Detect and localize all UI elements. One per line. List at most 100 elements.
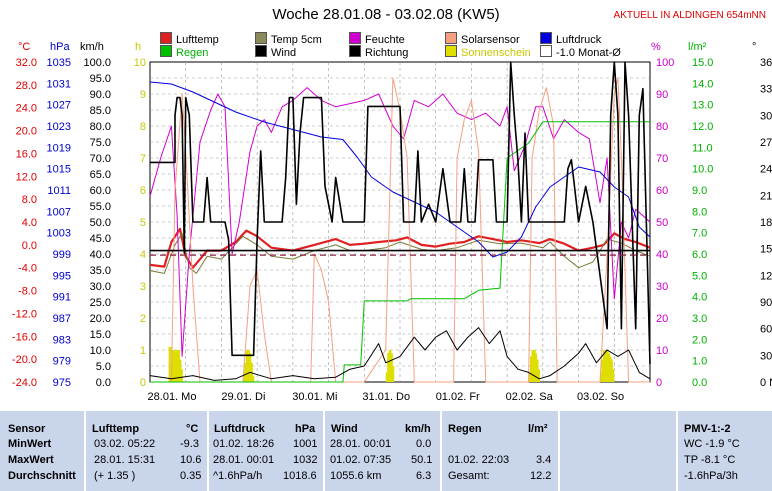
sunshine-bar bbox=[600, 372, 603, 382]
pressure-tick-label: 1031 bbox=[47, 78, 71, 90]
wind-tick-label: 55.0 bbox=[90, 201, 111, 213]
legend-label: Wind bbox=[271, 47, 297, 59]
legend-label: Regen bbox=[176, 47, 209, 59]
legend-item-wind: Wind bbox=[255, 45, 296, 59]
legend-item-regen: Regen bbox=[160, 45, 208, 59]
sunshine-bar bbox=[175, 350, 179, 382]
table-header-wind: Wind bbox=[331, 423, 358, 435]
wind-tick-label: 50.0 bbox=[90, 217, 111, 229]
sunshine-bar bbox=[177, 350, 180, 382]
sun-tick-label: 0 bbox=[140, 377, 146, 389]
legend-swatch-icon bbox=[445, 45, 457, 57]
sun-tick-label: 6 bbox=[140, 185, 146, 197]
legend-swatch-icon bbox=[255, 45, 267, 57]
temp-tick-label: 0.0 bbox=[22, 240, 37, 252]
cell-press-max: 1032 bbox=[293, 454, 318, 466]
x-tick-label: 31.01. Do bbox=[362, 391, 410, 403]
temp-tick-label: 24.0 bbox=[16, 103, 37, 115]
axis-header-pressure: hPa bbox=[50, 41, 70, 53]
temp-tick-label: 12.0 bbox=[16, 171, 37, 183]
direction-tick-label: 60 bbox=[760, 324, 772, 336]
cell-press-min-time: 01.02. 18:26 bbox=[213, 438, 275, 450]
direction-tick-label: 90 O bbox=[760, 297, 772, 309]
wind-tick-label: 15.0 bbox=[90, 329, 111, 341]
sunshine-bar bbox=[247, 350, 250, 382]
humidity-tick-label: 10 bbox=[656, 345, 668, 357]
sunshine-bar bbox=[385, 372, 389, 382]
cell-wind-min-time: 28.01. 00:01 bbox=[330, 438, 392, 450]
legend-item-monat: -1.0 Monat-Ø bbox=[540, 45, 621, 59]
direction-tick-label: 360 N bbox=[760, 57, 772, 69]
weather-chart: 32.028.024.020.016.012.08.04.00.0-4.0-8.… bbox=[12, 57, 772, 403]
direction-tick-label: 30 bbox=[760, 350, 772, 362]
cell-wind-max-time: 01.02. 07:35 bbox=[330, 454, 392, 466]
cell-wind-max: 50.1 bbox=[411, 454, 433, 466]
sunshine-bar bbox=[602, 350, 606, 382]
sunshine-bar bbox=[168, 346, 172, 382]
cell-rain-max: 3.4 bbox=[536, 454, 552, 466]
rain-tick-label: 13.0 bbox=[692, 100, 713, 112]
series-line-richtung bbox=[150, 61, 651, 365]
direction-tick-label: 270 W bbox=[760, 137, 772, 149]
table-header-regen-unit: l/m² bbox=[528, 423, 548, 435]
sun-tick-label: 3 bbox=[140, 281, 146, 293]
axis-header-humidity: % bbox=[651, 41, 661, 53]
humidity-tick-label: 0 bbox=[656, 377, 662, 389]
wind-tick-label: 45.0 bbox=[90, 233, 111, 245]
series-line-temp-5cm bbox=[149, 232, 651, 274]
wind-tick-label: 95.0 bbox=[90, 73, 111, 85]
x-tick-label: 01.02. Fr bbox=[436, 391, 480, 403]
table-divider bbox=[558, 411, 560, 491]
humidity-tick-label: 60 bbox=[656, 185, 668, 197]
cell-temp-avg-trend: (+ 1.35 ) bbox=[94, 470, 136, 482]
humidity-tick-label: 100 bbox=[656, 57, 674, 69]
rain-tick-label: 15.0 bbox=[692, 57, 713, 69]
direction-tick-label: 330 bbox=[760, 84, 772, 96]
legend-label: -1.0 Monat-Ø bbox=[556, 47, 621, 59]
pressure-tick-label: 1011 bbox=[47, 185, 71, 197]
rain-tick-label: 12.0 bbox=[692, 121, 713, 133]
humidity-tick-label: 50 bbox=[656, 217, 668, 229]
wind-tick-label: 85.0 bbox=[90, 105, 111, 117]
wind-tick-label: 30.0 bbox=[90, 281, 111, 293]
axis-header-dir: ° bbox=[752, 41, 757, 53]
row-label-max: MaxWert bbox=[8, 454, 54, 466]
sunshine-bar bbox=[530, 356, 533, 382]
temp-tick-label: -20.0 bbox=[12, 354, 37, 366]
legend-item-richtung: Richtung bbox=[349, 45, 408, 59]
sunshine-bar bbox=[242, 372, 246, 382]
legend-item-solarsensor: Solarsensor bbox=[445, 32, 520, 46]
sunshine-bar bbox=[248, 353, 252, 382]
rain-tick-label: 4.0 bbox=[692, 292, 707, 304]
legend-item-temp5cm: Temp 5cm bbox=[255, 32, 322, 46]
pressure-tick-label: 1003 bbox=[47, 228, 71, 240]
axis-header-temp: °C bbox=[18, 41, 31, 53]
sunshine-bar bbox=[178, 359, 182, 382]
cell-temp-max-time: 28.01. 15:31 bbox=[94, 454, 156, 466]
series-line-feuchte bbox=[149, 87, 651, 357]
x-tick-label: 30.01. Mi bbox=[292, 391, 337, 403]
sunshine-bar bbox=[610, 359, 613, 382]
cell-press-trend: ^1.6hPa/h bbox=[213, 470, 263, 482]
legend-label: Sonnenschein bbox=[461, 47, 531, 59]
temp-tick-label: 4.0 bbox=[22, 217, 37, 229]
wind-tick-label: 70.0 bbox=[90, 153, 111, 165]
table-divider bbox=[207, 411, 209, 491]
cell-temp-avg: 0.35 bbox=[180, 470, 202, 482]
legend-swatch-icon bbox=[349, 45, 361, 57]
sunshine-bar bbox=[537, 369, 540, 382]
cell-temp-min-time: 03.02. 05:22 bbox=[94, 438, 156, 450]
row-label-min: MinWert bbox=[8, 438, 52, 450]
sunshine-bar bbox=[391, 366, 395, 382]
pressure-tick-label: 995 bbox=[53, 270, 71, 282]
cell-rain-total: 12.2 bbox=[530, 470, 552, 482]
sunshine-bar bbox=[608, 356, 612, 382]
cell-wind-min: 0.0 bbox=[416, 438, 432, 450]
x-tick-label: 03.02. So bbox=[577, 391, 624, 403]
pressure-tick-label: 999 bbox=[53, 249, 71, 261]
wind-tick-label: 75.0 bbox=[90, 137, 111, 149]
axis-header-rain: l/m² bbox=[688, 41, 707, 53]
table-header-regen: Regen bbox=[448, 423, 482, 435]
sunshine-bar bbox=[388, 350, 392, 382]
temp-tick-label: 32.0 bbox=[16, 57, 37, 69]
